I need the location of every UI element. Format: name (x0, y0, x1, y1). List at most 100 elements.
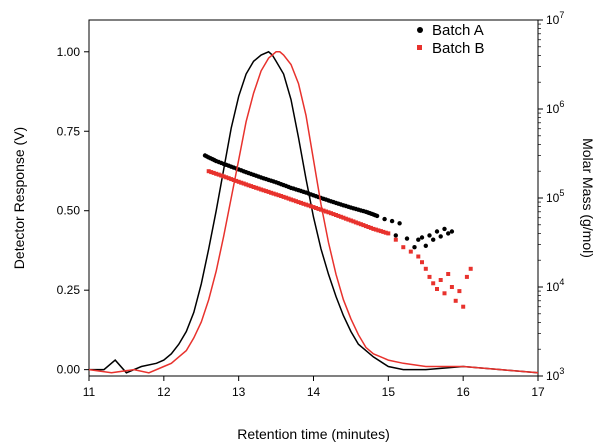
molar-mass-point-batch-b (236, 179, 241, 184)
molar-mass-point-batch-b (286, 196, 291, 201)
molar-mass-point-batch-b (361, 223, 366, 228)
molar-mass-point-batch-b (331, 212, 336, 217)
legend: Batch A Batch B (417, 22, 485, 57)
molar-mass-point-batch-a (404, 236, 410, 241)
x-axis: 11 12 13 14 15 16 17 (83, 376, 545, 399)
molar-mass-point-batch-b (246, 183, 251, 188)
molar-mass-point-batch-b (271, 191, 276, 196)
molar-mass-point-batch-b (211, 170, 216, 175)
y2-tick-label-2: 105 (546, 188, 564, 205)
molar-mass-point-batch-b (231, 178, 236, 182)
molar-mass-point-batch-b (383, 230, 388, 235)
molar-mass-point-batch-b (363, 224, 368, 229)
legend-label-batch-a: Batch A (432, 22, 484, 39)
molar-mass-point-batch-b (356, 221, 361, 226)
molar-mass-point-batch-b (311, 205, 316, 210)
molar-mass-point-batch-b (449, 285, 454, 289)
molar-mass-point-batch-b (408, 249, 413, 254)
x-tick-label-6: 17 (531, 385, 545, 399)
molar-mass-point-batch-b (334, 213, 338, 217)
molar-mass-point-batch-b (324, 209, 328, 214)
y-tick-label-2: 0.50 (57, 204, 81, 218)
molar-mass-point-batch-b (348, 218, 353, 223)
molar-mass-point-batch-a (434, 229, 440, 234)
molar-mass-point-batch-a (423, 243, 428, 248)
y-tick-label-1: 0.25 (57, 283, 81, 297)
x-tick-label-3: 14 (307, 385, 321, 399)
molar-mass-point-batch-b (346, 217, 351, 222)
molar-mass-point-batch-b (386, 231, 391, 236)
molar-mass-point-batch-b (214, 171, 219, 176)
molar-mass-point-batch-b (381, 229, 386, 234)
molar-mass-point-batch-b (423, 266, 428, 271)
x-tick-label-2: 13 (232, 385, 246, 399)
molar-mass-point-batch-b (461, 304, 466, 309)
molar-mass-point-batch-b (457, 289, 462, 294)
molar-mass-point-batch-b (319, 207, 323, 212)
molar-mass-point-batch-b (299, 200, 303, 205)
molar-mass-point-batch-b (358, 222, 363, 227)
molar-mass-point-batch-b (464, 274, 469, 279)
molar-mass-point-batch-b (336, 213, 341, 218)
legend-label-batch-b: Batch B (432, 40, 485, 57)
legend-marker-batch-a (417, 27, 423, 33)
molar-mass-point-batch-a (427, 233, 432, 238)
molar-mass-point-batch-b (321, 208, 326, 213)
molar-mass-point-batch-b (316, 206, 321, 211)
molar-mass-point-batch-b (416, 254, 421, 259)
molar-mass-point-batch-b (224, 175, 229, 180)
molar-mass-point-batch-b (279, 194, 284, 198)
x-tick-label-1: 12 (157, 385, 171, 399)
y-axis: 0.00 0.25 0.50 0.75 1.00 (57, 45, 89, 377)
legend-marker-batch-b (417, 45, 422, 50)
molar-mass-point-batch-a (412, 245, 417, 250)
molar-mass-point-batch-b (284, 195, 289, 200)
molar-mass-point-batch-a (389, 218, 395, 224)
molar-mass-point-batch-a (382, 216, 387, 222)
molar-mass-point-batch-b (401, 245, 406, 250)
molar-mass-point-batch-b (306, 203, 311, 208)
molar-mass-point-batch-b (435, 287, 439, 291)
plot-frame (88, 19, 539, 377)
molar-mass-point-batch-b (338, 214, 343, 219)
molar-mass-point-batch-b (261, 188, 266, 193)
molar-mass-point-batch-b (296, 200, 301, 205)
molar-mass-point-batch-b (294, 199, 298, 204)
molar-mass-point-batch-b (241, 181, 246, 186)
molar-mass-point-batch-b (256, 186, 261, 191)
molar-mass-point-batch-b (351, 219, 356, 224)
y2-tick-label-1: 104 (546, 277, 564, 294)
x-axis-title: Retention time (minutes) (237, 426, 390, 442)
x-tick-label-0: 11 (83, 385, 96, 399)
x-tick-label-5: 16 (456, 385, 470, 399)
chromatogram-line-batch-a (89, 50, 539, 374)
molar-mass-point-batch-b (276, 193, 281, 198)
molar-mass-point-batch-b (343, 216, 348, 221)
x-tick-label-4: 15 (382, 385, 396, 399)
molar-mass-point-batch-b (341, 215, 346, 220)
molar-mass-point-batch-b (251, 185, 256, 189)
molar-mass-point-batch-b (206, 169, 211, 174)
molar-mass-point-batch-a (446, 231, 451, 236)
molar-mass-point-batch-b (376, 228, 381, 233)
molar-mass-point-batch-a (393, 233, 398, 238)
molar-mass-point-batch-a (438, 234, 443, 239)
y2-tick-label-0: 103 (546, 366, 564, 383)
molar-mass-point-batch-b (353, 220, 358, 225)
molar-mass-point-batch-a (397, 221, 402, 226)
molar-mass-point-batch-b (378, 229, 383, 234)
molar-mass-point-batch-b (329, 211, 333, 216)
molar-mass-point-batch-a (449, 229, 455, 234)
molar-mass-point-batch-b (446, 272, 451, 276)
chromatogram-line-batch-b (88, 51, 539, 374)
molar-mass-point-batch-b (216, 172, 221, 177)
y-axis-title: Detector Response (V) (11, 127, 27, 269)
molar-mass-point-batch-b (438, 278, 443, 282)
legend-item-batch-b: Batch B (417, 40, 485, 57)
y2-tick-label-4: 107 (546, 10, 564, 27)
molar-mass-point-batch-b (420, 260, 424, 265)
molar-mass-point-batch-a (442, 226, 447, 232)
molar-mass-point-batch-b (373, 227, 378, 232)
molar-mass-point-batch-b (264, 189, 269, 194)
molar-mass-point-batch-b (393, 237, 398, 242)
